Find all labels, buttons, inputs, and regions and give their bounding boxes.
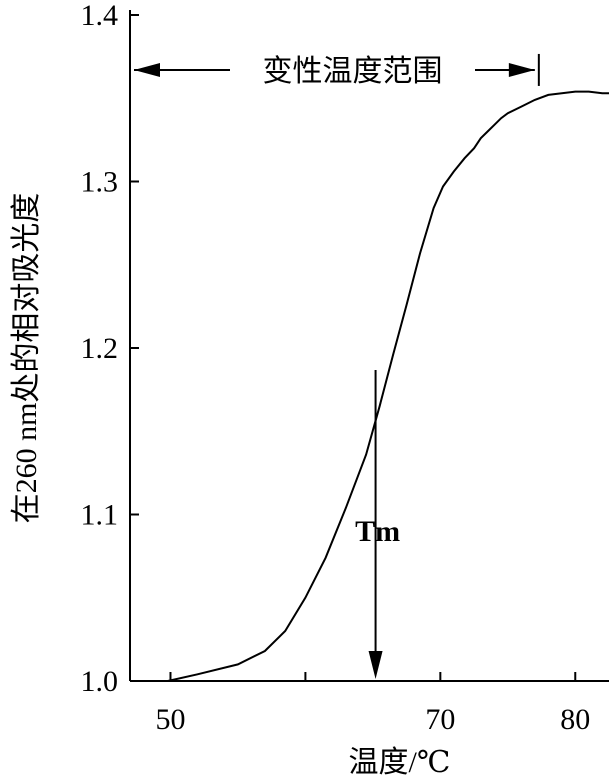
y-axis-title: 在260 nm处的相对吸光度: [10, 193, 43, 524]
series: [167, 90, 609, 682]
range-left-arrowhead: [134, 62, 160, 77]
y-tick-label: 1.0: [81, 665, 119, 698]
x-tick-label: 50: [155, 703, 185, 736]
axes: 温度/℃ 在260 nm处的相对吸光度: [10, 10, 609, 779]
series-line-0: [167, 90, 609, 682]
x-axis-title: 温度/℃: [349, 746, 451, 779]
y-tick-label: 1.1: [81, 499, 119, 532]
y-tick-label: 1.4: [81, 0, 119, 32]
y-tick-label: 1.2: [81, 332, 119, 365]
annotations: 变性温度范围 Tm: [129, 53, 540, 679]
x-tick-label: 70: [425, 703, 455, 736]
tm-label: Tm: [355, 515, 400, 548]
ticks: 1.0 1.1 1.2 1.3 1.4 50 70 80: [81, 0, 591, 736]
tm-arrowhead: [368, 651, 383, 679]
y-tick-label: 1.3: [81, 166, 119, 199]
range-right-arrowhead: [508, 62, 535, 77]
x-tick-label: 80: [560, 703, 590, 736]
range-label: 变性温度范围: [263, 55, 443, 88]
